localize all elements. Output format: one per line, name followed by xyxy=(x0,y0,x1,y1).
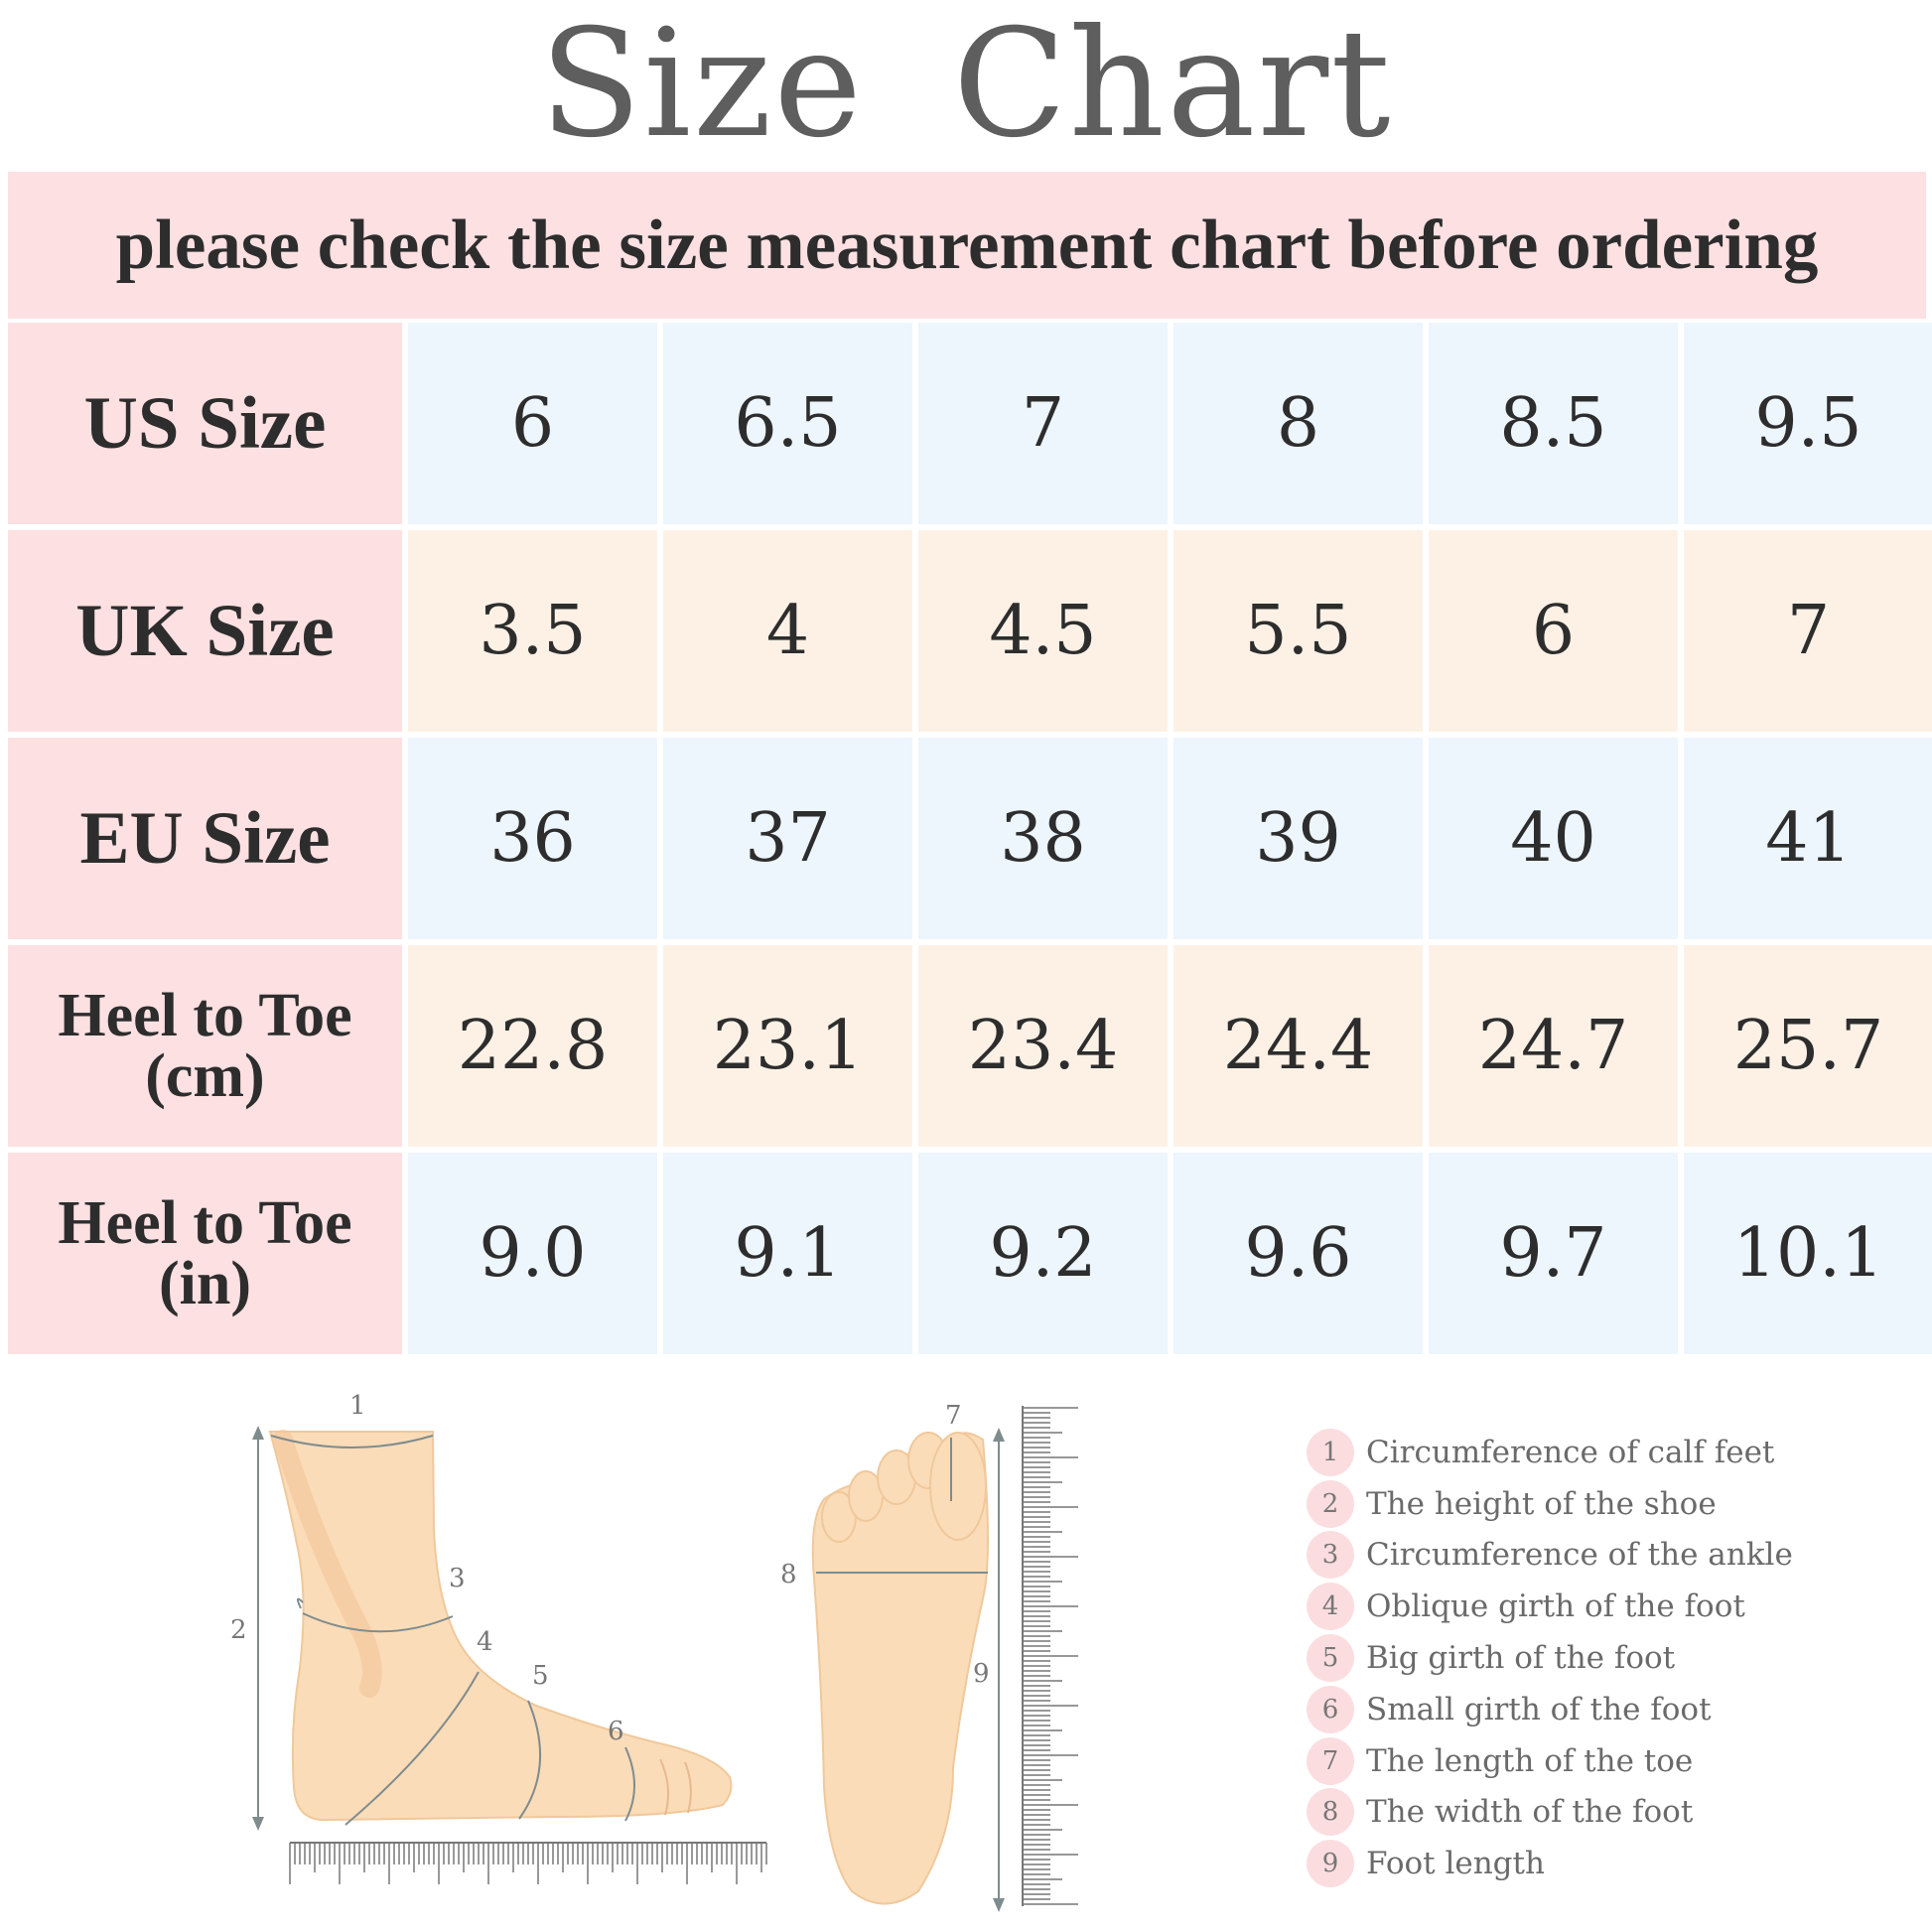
legend-item: 1 Circumference of calf feet xyxy=(1307,1427,1912,1478)
foot-measurement-diagram: 1 2 3 4 5 6 7 8 9 xyxy=(230,1391,1078,1912)
row-label-uk: UK Size xyxy=(8,530,402,732)
row-label-line: Heel to Toe xyxy=(58,1188,352,1257)
ruler-ticks xyxy=(1023,1407,1078,1905)
legend-number: 6 xyxy=(1307,1685,1354,1733)
legend-text: Foot length xyxy=(1366,1846,1545,1882)
table-cell: 6 xyxy=(1429,530,1678,732)
table-cell: 9.1 xyxy=(663,1153,912,1354)
legend-text: Big girth of the foot xyxy=(1366,1640,1676,1677)
instruction-banner: please check the size measurement chart … xyxy=(8,172,1926,319)
table-cell: 4.5 xyxy=(918,530,1168,732)
legend-item: 8 The width of the foot xyxy=(1307,1787,1912,1839)
table-cell: 38 xyxy=(918,738,1168,939)
legend-item: 3 Circumference of the ankle xyxy=(1307,1530,1912,1582)
legend-item: 6 Small girth of the foot xyxy=(1307,1684,1912,1735)
legend-text: The height of the shoe xyxy=(1366,1485,1717,1522)
legend-number: 4 xyxy=(1307,1583,1354,1631)
label-9: 9 xyxy=(973,1659,990,1689)
row-label-unit: (in) xyxy=(158,1249,251,1317)
row-label-unit: (cm) xyxy=(145,1041,265,1110)
page-title: Size Chart xyxy=(539,0,1393,171)
legend-text: Circumference of calf feet xyxy=(1366,1434,1775,1470)
label-4: 4 xyxy=(477,1627,493,1657)
legend-item: 9 Foot length xyxy=(1307,1838,1912,1889)
label-5: 5 xyxy=(532,1661,549,1691)
table-cell: 9.7 xyxy=(1429,1153,1678,1354)
row-label-line: Heel to Toe xyxy=(58,981,352,1049)
legend-item: 7 The length of the toe xyxy=(1307,1735,1912,1787)
label-1: 1 xyxy=(349,1391,366,1421)
row-label-cm: Heel to Toe (cm) xyxy=(8,945,402,1147)
legend-number: 9 xyxy=(1307,1840,1354,1888)
legend-text: The length of the toe xyxy=(1366,1742,1694,1779)
table-cell: 7 xyxy=(1684,530,1932,732)
table-cell: 4 xyxy=(663,530,912,732)
legend-item: 5 Big girth of the foot xyxy=(1307,1632,1912,1684)
table-cell: 9.6 xyxy=(1173,1153,1423,1354)
legend-item: 4 Oblique girth of the foot xyxy=(1307,1581,1912,1632)
table-cell: 24.7 xyxy=(1429,945,1678,1147)
table-cell: 6.5 xyxy=(663,323,912,524)
table-cell: 3.5 xyxy=(408,530,657,732)
measurement-legend: 1 Circumference of calf feet 2 The heigh… xyxy=(1307,1427,1912,1889)
size-table: US Size 6 6.5 7 8 8.5 9.5 UK Size 3.5 4 … xyxy=(8,323,1932,1354)
table-cell: 23.1 xyxy=(663,945,912,1147)
table-cell: 41 xyxy=(1684,738,1932,939)
table-cell: 9.2 xyxy=(918,1153,1168,1354)
row-label-eu: EU Size xyxy=(8,738,402,939)
table-cell: 9.5 xyxy=(1684,323,1932,524)
legend-text: Oblique girth of the foot xyxy=(1366,1588,1745,1625)
legend-text: The width of the foot xyxy=(1366,1794,1694,1831)
sole-foot-illustration: 7 8 9 xyxy=(780,1401,1078,1912)
label-2: 2 xyxy=(230,1615,247,1645)
legend-text: Circumference of the ankle xyxy=(1366,1537,1793,1574)
table-cell: 9.0 xyxy=(408,1153,657,1354)
legend-number: 2 xyxy=(1307,1479,1354,1528)
legend-number: 3 xyxy=(1307,1531,1354,1580)
table-cell: 7 xyxy=(918,323,1168,524)
row-label-us: US Size xyxy=(8,323,402,524)
table-cell: 39 xyxy=(1173,738,1423,939)
label-6: 6 xyxy=(608,1717,624,1746)
label-8: 8 xyxy=(780,1560,797,1589)
table-cell: 36 xyxy=(408,738,657,939)
table-cell: 10.1 xyxy=(1684,1153,1932,1354)
side-foot-illustration: 1 2 3 4 5 6 xyxy=(230,1391,767,1884)
legend-number: 1 xyxy=(1307,1428,1354,1476)
legend-number: 8 xyxy=(1307,1788,1354,1837)
table-cell: 25.7 xyxy=(1684,945,1932,1147)
row-label-in: Heel to Toe (in) xyxy=(8,1153,402,1354)
legend-number: 7 xyxy=(1307,1736,1354,1785)
table-cell: 5.5 xyxy=(1173,530,1423,732)
table-cell: 22.8 xyxy=(408,945,657,1147)
legend-text: Small girth of the foot xyxy=(1366,1691,1712,1727)
table-cell: 8.5 xyxy=(1429,323,1678,524)
legend-item: 2 The height of the shoe xyxy=(1307,1478,1912,1530)
table-cell: 6 xyxy=(408,323,657,524)
table-cell: 37 xyxy=(663,738,912,939)
table-cell: 40 xyxy=(1429,738,1678,939)
ruler-ticks xyxy=(289,1843,767,1884)
legend-number: 5 xyxy=(1307,1634,1354,1683)
table-cell: 8 xyxy=(1173,323,1423,524)
label-3: 3 xyxy=(449,1564,466,1593)
label-7: 7 xyxy=(945,1401,962,1431)
table-cell: 23.4 xyxy=(918,945,1168,1147)
table-cell: 24.4 xyxy=(1173,945,1423,1147)
